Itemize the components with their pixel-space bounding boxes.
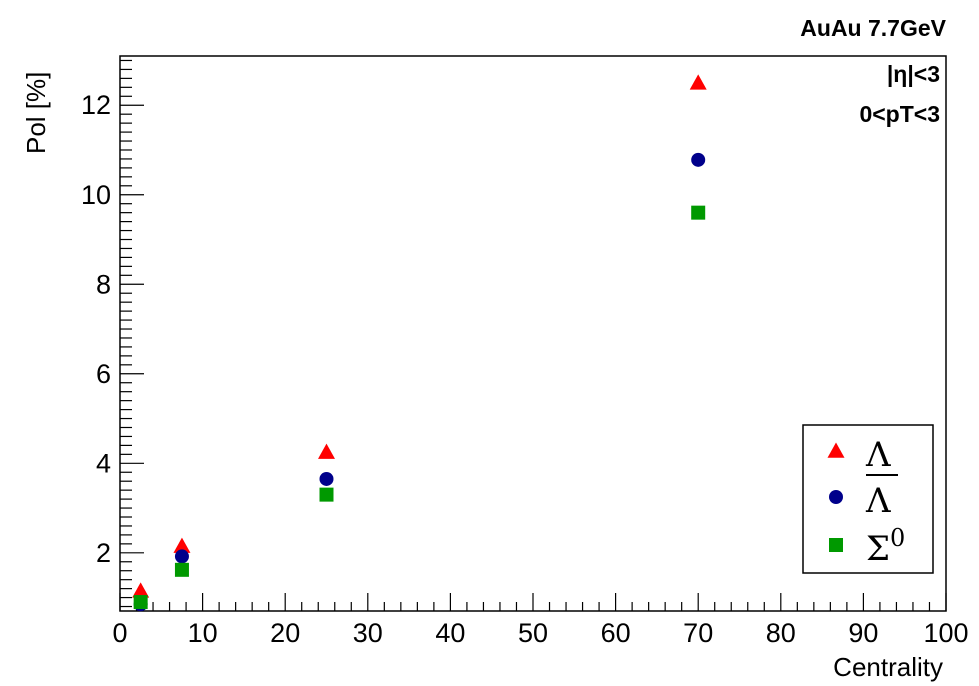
x-axis-label: Centrality bbox=[833, 652, 943, 682]
data-point-triangle bbox=[689, 74, 707, 90]
y-tick-label: 10 bbox=[81, 180, 111, 210]
legend-label-sigma0: Σ0 bbox=[866, 524, 905, 569]
x-tick-label: 60 bbox=[601, 618, 631, 648]
x-tick-label: 90 bbox=[848, 618, 878, 648]
data-point-circle bbox=[691, 152, 706, 167]
legend: Λ Λ Σ0 bbox=[802, 424, 934, 574]
legend-marker-circle bbox=[829, 490, 843, 504]
axis-ticks-group bbox=[119, 59, 947, 611]
legend-label-sigma-base: Σ bbox=[866, 529, 890, 569]
data-point-square bbox=[133, 595, 148, 610]
x-tick-label: 100 bbox=[923, 618, 968, 648]
legend-marker-triangle bbox=[827, 442, 845, 458]
y-tick-label: 12 bbox=[81, 90, 111, 120]
data-point-circle bbox=[174, 549, 189, 564]
legend-markers-group bbox=[827, 442, 845, 552]
x-tick-label: 30 bbox=[353, 618, 383, 648]
x-tick-label: 10 bbox=[188, 618, 218, 648]
data-point-square bbox=[319, 487, 334, 502]
data-point-circle bbox=[319, 471, 334, 486]
y-tick-label: 2 bbox=[96, 538, 111, 568]
x-tick-label: 20 bbox=[270, 618, 300, 648]
legend-box bbox=[802, 424, 934, 574]
annotation-pt: 0<pT<3 bbox=[859, 101, 940, 127]
x-tick-label: 50 bbox=[518, 618, 548, 648]
legend-label-sigma-superscript: 0 bbox=[890, 524, 905, 552]
data-point-triangle bbox=[173, 537, 191, 553]
x-tick-label: 0 bbox=[112, 618, 127, 648]
annotation-eta: |η|<3 bbox=[887, 61, 940, 87]
data-point-square bbox=[174, 562, 189, 577]
y-tick-label: 4 bbox=[96, 448, 111, 478]
data-markers-group bbox=[132, 74, 707, 612]
data-point-triangle bbox=[318, 443, 335, 459]
tick-labels-group: 0 10 20 30 40 50 60 70 80 90 100 2 4 6 8 10 12 bbox=[81, 90, 969, 648]
y-tick-label: 8 bbox=[96, 269, 111, 299]
x-tick-label: 70 bbox=[683, 618, 713, 648]
legend-label-lambda: Λ bbox=[865, 435, 891, 475]
data-point-triangle bbox=[132, 582, 150, 598]
x-tick-label: 40 bbox=[435, 618, 465, 648]
chart-title: AuAu 7.7GeV bbox=[800, 15, 946, 41]
data-point-square bbox=[691, 205, 706, 220]
legend-label-antilambda: Λ bbox=[865, 481, 891, 521]
legend-marker-square bbox=[829, 538, 843, 552]
y-axis-label: Pol [%] bbox=[21, 72, 51, 154]
x-tick-label: 80 bbox=[766, 618, 796, 648]
y-tick-label: 6 bbox=[96, 359, 111, 389]
